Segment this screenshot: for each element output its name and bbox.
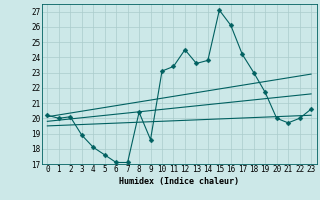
- X-axis label: Humidex (Indice chaleur): Humidex (Indice chaleur): [119, 177, 239, 186]
